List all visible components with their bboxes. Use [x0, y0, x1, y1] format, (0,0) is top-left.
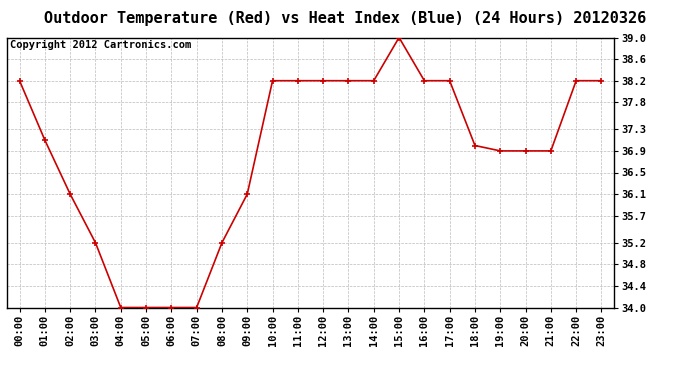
- Text: Outdoor Temperature (Red) vs Heat Index (Blue) (24 Hours) 20120326: Outdoor Temperature (Red) vs Heat Index …: [44, 11, 646, 26]
- Text: Copyright 2012 Cartronics.com: Copyright 2012 Cartronics.com: [10, 40, 191, 50]
